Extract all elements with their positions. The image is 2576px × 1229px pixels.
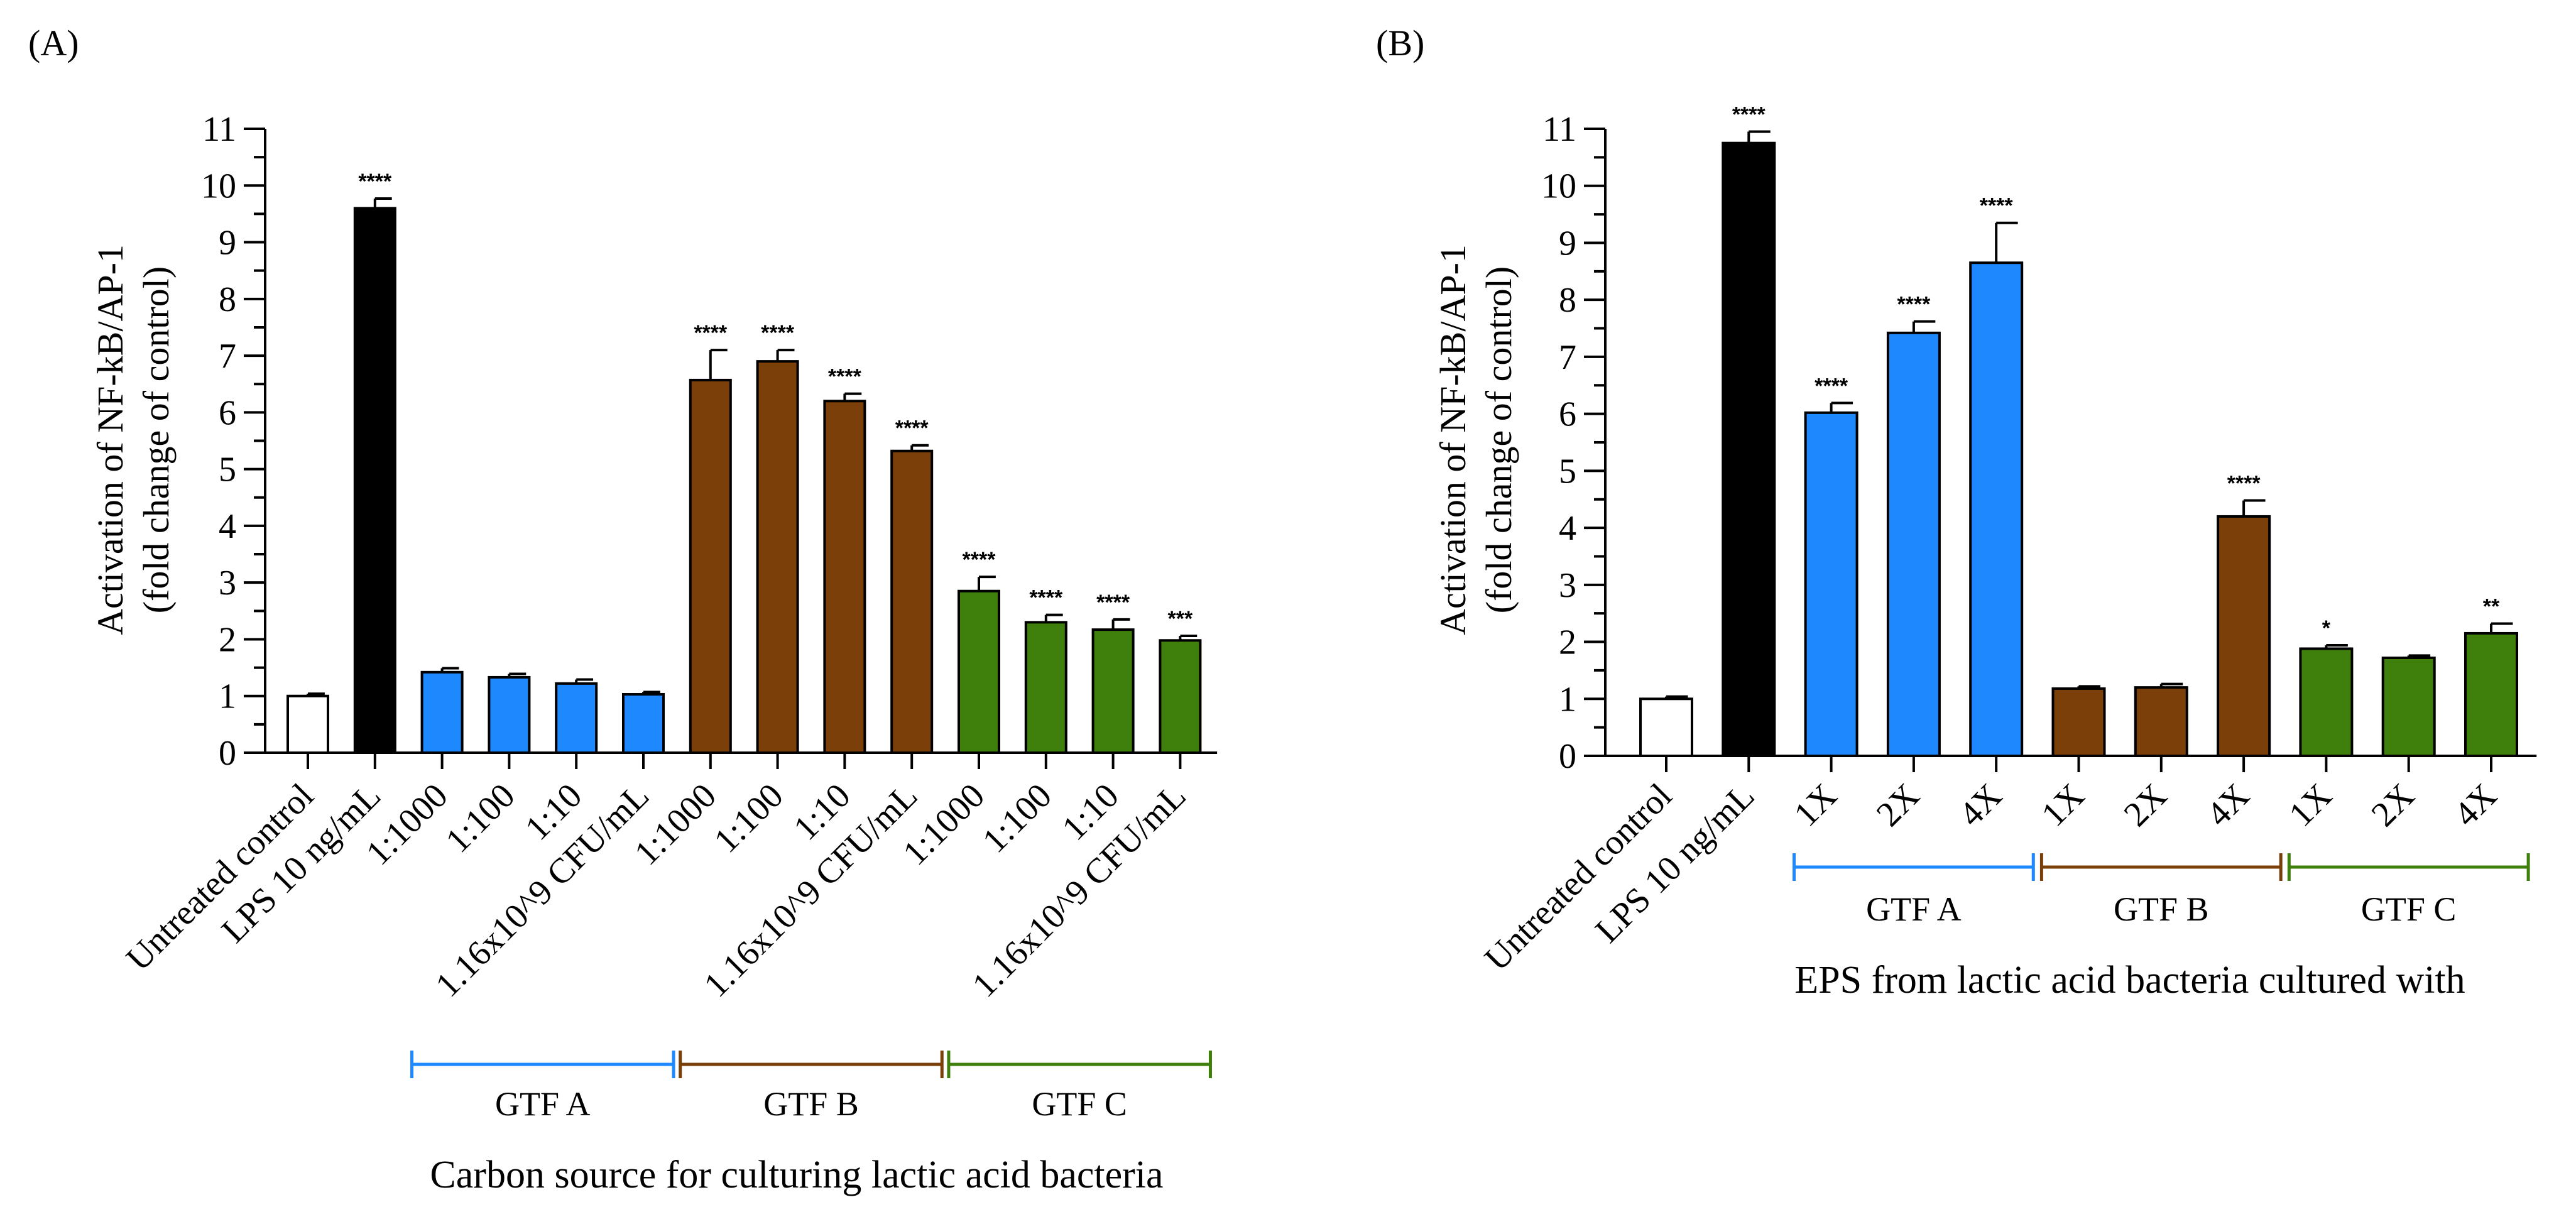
significance-label: **** <box>828 365 862 389</box>
panel-label: (A) <box>28 23 79 63</box>
group-label: GTF C <box>2361 890 2457 928</box>
bar <box>890 449 934 754</box>
category-label: 4X <box>2447 776 2504 834</box>
y-axis-subtitle: (fold change of control) <box>1478 266 1519 613</box>
y-axis-title: Activation of NF-kB/AP-1 <box>1433 244 1473 635</box>
y-tick-label: 5 <box>1559 452 1576 491</box>
category-label: 1:100 <box>439 776 523 860</box>
bar <box>1969 261 2024 757</box>
significance-label: **** <box>895 417 929 440</box>
y-tick-label: 2 <box>219 620 236 659</box>
panel-label: (B) <box>1376 23 1424 63</box>
y-tick-label: 3 <box>219 564 236 603</box>
significance-label: ** <box>2483 595 2500 619</box>
category-label: 4X <box>2199 776 2257 834</box>
y-tick-label: 11 <box>202 110 236 149</box>
bar <box>287 694 329 755</box>
y-tick-label: 11 <box>1542 110 1576 149</box>
bar <box>2217 515 2271 757</box>
bar <box>1639 697 1693 757</box>
y-tick-label: 4 <box>1559 509 1576 548</box>
y-tick-label: 0 <box>1559 737 1576 776</box>
significance-label: **** <box>1029 586 1063 610</box>
y-tick-label: 4 <box>219 507 236 546</box>
bar <box>1024 621 1067 755</box>
bar <box>1722 141 1776 757</box>
bar <box>2381 656 2436 757</box>
y-tick-label: 3 <box>1559 566 1576 605</box>
y-tick-label: 9 <box>1559 224 1576 263</box>
bar <box>1091 628 1135 754</box>
category-label: 2X <box>1869 776 1927 834</box>
category-label: 1X <box>2281 776 2339 834</box>
group-label: GTF B <box>2114 890 2209 928</box>
y-tick-label: 7 <box>219 337 236 376</box>
significance-label: **** <box>963 548 996 572</box>
bar <box>756 360 799 754</box>
bar <box>622 693 665 754</box>
group-label: GTF C <box>1032 1085 1127 1123</box>
y-tick-label: 5 <box>219 451 236 489</box>
y-tick-label: 10 <box>1541 167 1576 206</box>
category-label: 1:100 <box>975 776 1059 860</box>
bar <box>2299 647 2354 758</box>
bar <box>488 675 531 754</box>
bar <box>353 207 396 754</box>
significance-label: * <box>2322 616 2331 640</box>
bar <box>420 670 464 755</box>
y-tick-label: 9 <box>219 224 236 263</box>
y-tick-label: 6 <box>1559 395 1576 434</box>
y-tick-label: 8 <box>219 280 236 319</box>
group-label: GTF B <box>763 1085 859 1123</box>
y-axis-title: Activation of NF-kB/AP-1 <box>90 244 131 635</box>
category-label: 2X <box>2364 776 2422 834</box>
y-axis-subtitle: (fold change of control) <box>136 266 177 613</box>
bar <box>1804 411 1858 757</box>
bar <box>2464 631 2518 757</box>
bar <box>1886 331 1941 757</box>
significance-label: **** <box>358 170 392 194</box>
category-label: 1:100 <box>707 776 791 860</box>
bar <box>555 682 598 755</box>
x-axis-title: EPS from lactic acid bacteria cultured w… <box>1794 959 2465 1002</box>
category-label: 1X <box>2034 776 2092 834</box>
significance-label: **** <box>761 321 795 345</box>
category-label: 2X <box>2117 776 2175 834</box>
bar <box>2051 687 2106 757</box>
significance-label: **** <box>1897 293 1931 317</box>
y-tick-label: 8 <box>1559 281 1576 320</box>
y-tick-label: 2 <box>1559 623 1576 662</box>
bar <box>2134 686 2188 758</box>
significance-label: **** <box>2227 472 2261 496</box>
significance-label: **** <box>1815 374 1848 398</box>
y-tick-label: 7 <box>1559 338 1576 377</box>
bar <box>1159 639 1202 755</box>
significance-label: **** <box>1732 103 1766 127</box>
group-label: GTF A <box>1866 890 1962 928</box>
significance-label: *** <box>1168 607 1193 631</box>
y-tick-label: 1 <box>219 677 236 716</box>
y-tick-label: 0 <box>219 734 236 773</box>
y-tick-label: 10 <box>201 167 236 205</box>
x-axis-title: Carbon source for culturing lactic acid … <box>430 1154 1163 1196</box>
significance-label: **** <box>1980 194 2014 218</box>
panel-a: (A) Activation of NF-kB/AP-1 (fold change … <box>28 23 1218 1196</box>
group-label: GTF A <box>495 1085 591 1123</box>
y-tick-label: 1 <box>1559 680 1576 719</box>
y-tick-label: 6 <box>219 393 236 432</box>
category-label: 1X <box>1787 776 1845 834</box>
significance-label: **** <box>1096 591 1130 614</box>
category-label: 4X <box>1951 776 2009 834</box>
bar <box>823 400 866 754</box>
significance-label: **** <box>694 321 728 345</box>
panel-b: (B) Activation of NF-kB/AP-1 (fold change … <box>1376 23 2537 1002</box>
bar <box>689 378 732 754</box>
bar <box>958 589 1000 754</box>
